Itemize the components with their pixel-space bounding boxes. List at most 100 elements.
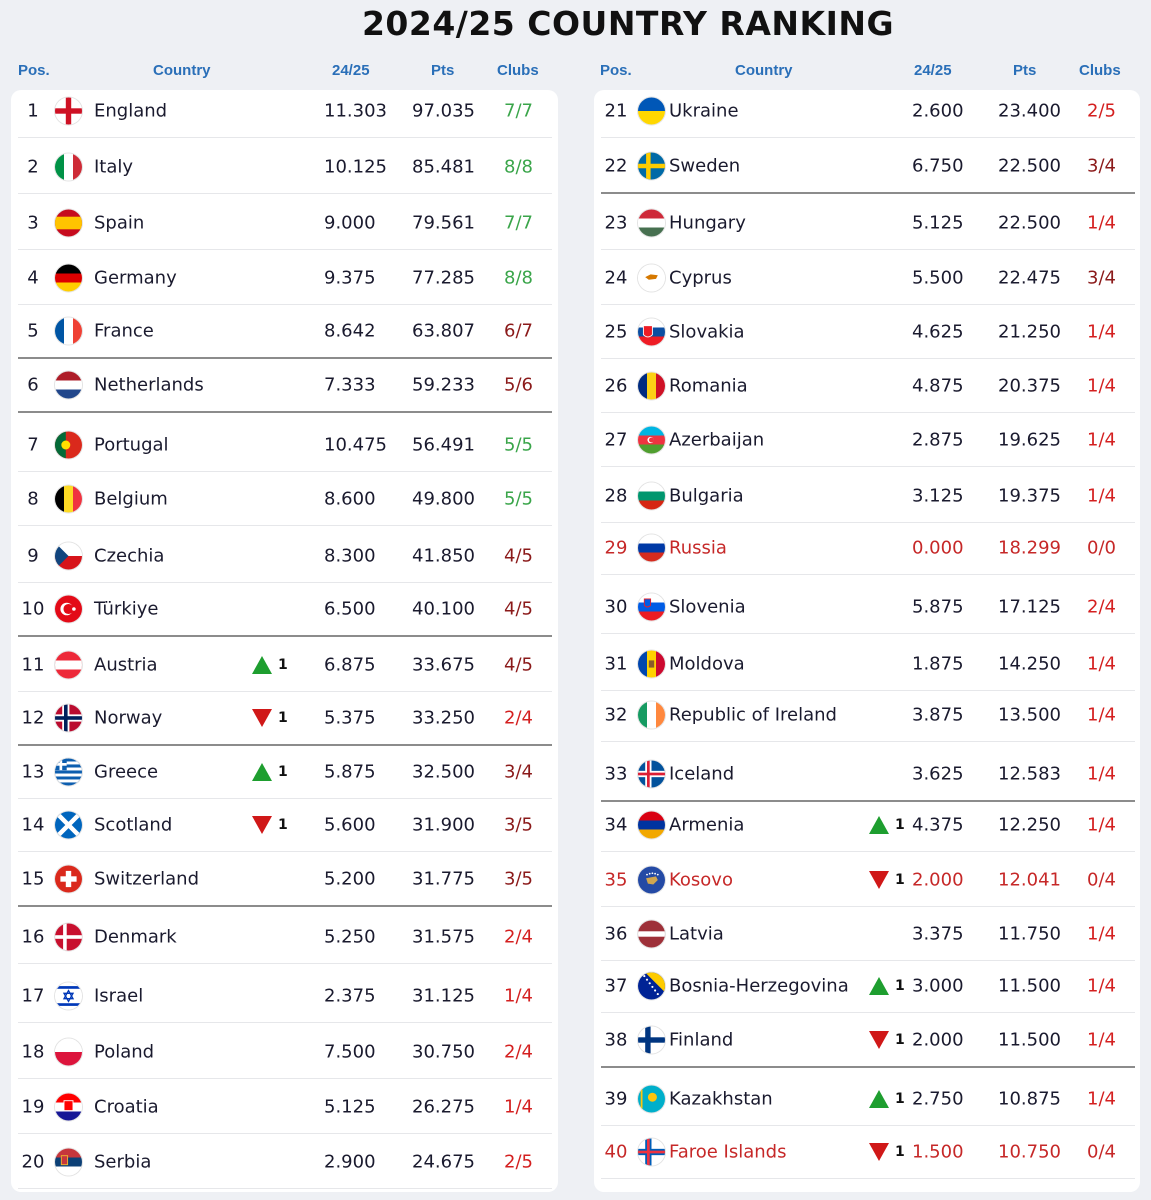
arrow-up-icon xyxy=(869,1089,889,1108)
england-flag-icon xyxy=(55,97,82,124)
header-country: Country xyxy=(735,62,793,79)
poland-flag-icon xyxy=(55,1038,82,1065)
clubs-remaining: 1/4 xyxy=(1087,975,1116,996)
clubs-remaining: 3/4 xyxy=(1087,155,1116,177)
total-points: 85.481 xyxy=(412,156,475,177)
total-points: 33.675 xyxy=(412,654,475,675)
country-name: Bosnia-Herzegovina xyxy=(669,975,849,996)
header-pos: Pos. xyxy=(600,62,632,79)
rank-position: 18 xyxy=(21,1041,45,1062)
clubs-remaining: 1/4 xyxy=(1087,375,1116,396)
rank-position: 25 xyxy=(604,321,628,342)
rank-change-value: 1 xyxy=(278,816,288,833)
clubs-remaining: 0/4 xyxy=(1087,869,1116,890)
clubs-remaining: 1/4 xyxy=(504,985,533,1006)
austria-flag-icon xyxy=(55,651,82,678)
norway-flag-icon xyxy=(55,704,82,732)
ranking-row: 29 Russia 0.000 18.299 0/0 xyxy=(601,521,1135,575)
arrow-down-icon xyxy=(869,870,889,889)
ranking-row: 27 Azerbaijan 2.875 19.625 1/4 xyxy=(601,413,1135,467)
clubs-remaining: 0/4 xyxy=(1087,1141,1116,1162)
ranking-row: 9 Czechia 8.300 41.850 4/5 xyxy=(18,529,552,583)
ranking-row: 31 Moldova 1.875 14.250 1/4 xyxy=(601,637,1135,691)
season-coefficient: 4.625 xyxy=(912,321,964,342)
rank-position: 13 xyxy=(21,761,45,782)
rank-position: 1 xyxy=(27,100,39,121)
country-name: Germany xyxy=(94,267,177,288)
rank-up-indicator: 1 xyxy=(869,1089,905,1108)
ranking-row: 23 Hungary 5.125 22.500 1/4 xyxy=(601,196,1135,250)
ranking-row: 35 Kosovo 1 2.000 12.041 0/4 xyxy=(601,853,1135,907)
total-points: 30.750 xyxy=(412,1041,475,1062)
total-points: 40.100 xyxy=(412,598,475,620)
total-points: 12.041 xyxy=(998,869,1061,890)
season-coefficient: 2.875 xyxy=(912,429,964,450)
clubs-remaining: 2/4 xyxy=(504,926,533,947)
season-coefficient: 5.875 xyxy=(912,596,964,617)
ranking-row: 5 France 8.642 63.807 6/7 xyxy=(18,305,552,359)
arrow-up-icon xyxy=(869,976,889,995)
total-points: 10.750 xyxy=(998,1141,1061,1162)
ranking-row: 33 Iceland 3.625 12.583 1/4 xyxy=(601,748,1135,802)
ranking-row: 30 Slovenia 5.875 17.125 2/4 xyxy=(601,580,1135,634)
ranking-row: 17 Israel 2.375 31.125 1/4 xyxy=(18,969,552,1023)
clubs-remaining: 1/4 xyxy=(1087,321,1116,342)
rank-down-indicator: 1 xyxy=(252,709,288,727)
greece-flag-icon xyxy=(55,758,82,785)
page-title: 2024/25 COUNTRY RANKING xyxy=(361,4,895,43)
country-name: Republic of Ireland xyxy=(669,704,837,725)
ukraine-flag-icon xyxy=(638,97,665,124)
total-points: 33.250 xyxy=(412,707,475,729)
arrow-down-icon xyxy=(252,709,272,727)
rank-down-indicator: 1 xyxy=(869,1031,905,1049)
clubs-remaining: 8/8 xyxy=(504,267,533,288)
total-points: 22.500 xyxy=(998,155,1061,177)
total-points: 22.475 xyxy=(998,267,1061,288)
ranking-row: 37 Bosnia-Herzegovina 1 3.000 11.500 1/4 xyxy=(601,959,1135,1013)
rank-up-indicator: 1 xyxy=(252,655,288,674)
season-coefficient: 2.000 xyxy=(912,1029,964,1051)
arrow-down-icon xyxy=(252,815,272,834)
ranking-row: 28 Bulgaria 3.125 19.375 1/4 xyxy=(601,469,1135,523)
season-coefficient: 3.000 xyxy=(912,975,964,996)
country-name: Iceland xyxy=(669,763,735,785)
rank-position: 19 xyxy=(21,1096,45,1117)
clubs-remaining: 5/6 xyxy=(504,374,533,396)
ranking-row: 18 Poland 7.500 30.750 2/4 xyxy=(18,1025,552,1079)
country-name: Serbia xyxy=(94,1151,152,1172)
clubs-remaining: 4/5 xyxy=(504,545,533,566)
clubs-remaining: 1/4 xyxy=(1087,429,1116,450)
total-points: 22.500 xyxy=(998,212,1061,233)
ranking-row: 19 Croatia 5.125 26.275 1/4 xyxy=(18,1080,552,1134)
total-points: 31.900 xyxy=(412,814,475,835)
turkiye-flag-icon xyxy=(55,595,82,623)
ranking-row: 2 Italy 10.125 85.481 8/8 xyxy=(18,140,552,194)
portugal-flag-icon xyxy=(55,431,82,458)
country-name: Israel xyxy=(94,985,144,1006)
moldova-flag-icon xyxy=(638,650,665,677)
rank-change-value: 1 xyxy=(895,1090,905,1107)
season-coefficient: 7.500 xyxy=(324,1041,376,1062)
clubs-remaining: 4/5 xyxy=(504,598,533,620)
season-coefficient: 8.642 xyxy=(324,320,376,342)
clubs-remaining: 3/4 xyxy=(504,761,533,782)
rank-position: 34 xyxy=(604,814,628,835)
country-name: Sweden xyxy=(669,155,741,177)
season-coefficient: 9.375 xyxy=(324,267,376,288)
rank-up-indicator: 1 xyxy=(869,976,905,995)
rank-position: 26 xyxy=(604,375,628,396)
rank-position: 10 xyxy=(21,598,45,620)
header-country: Country xyxy=(153,62,211,79)
rank-change-value: 1 xyxy=(895,1143,905,1160)
country-name: Faroe Islands xyxy=(669,1141,787,1162)
total-points: 10.875 xyxy=(998,1088,1061,1109)
arrow-down-icon xyxy=(869,1031,889,1049)
country-name: Poland xyxy=(94,1041,155,1062)
ranking-row: 3 Spain 9.000 79.561 7/7 xyxy=(18,196,552,250)
country-name: Slovakia xyxy=(669,321,745,342)
ranking-row: 22 Sweden 6.750 22.500 3/4 xyxy=(601,140,1135,194)
total-points: 11.750 xyxy=(998,923,1061,944)
kosovo-flag-icon xyxy=(638,866,665,893)
denmark-flag-icon xyxy=(55,923,82,950)
clubs-remaining: 8/8 xyxy=(504,156,533,177)
